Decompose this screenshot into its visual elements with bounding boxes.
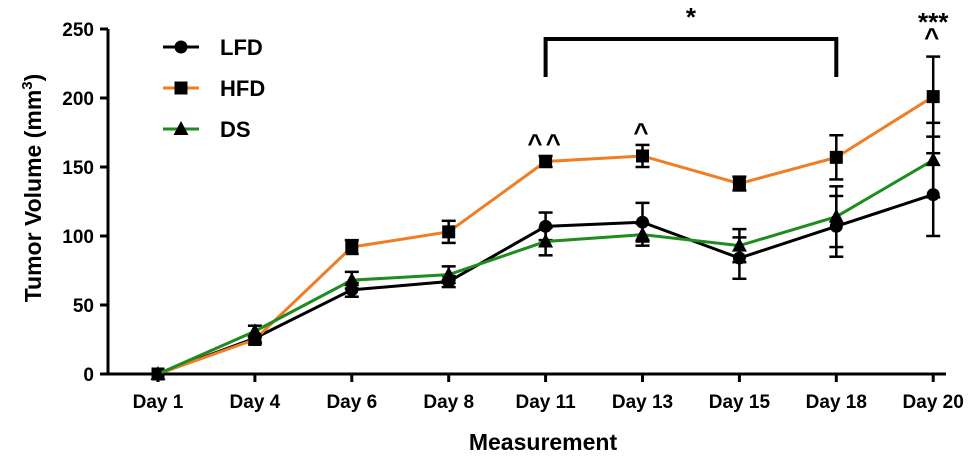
y-axis-title-close: ) xyxy=(20,74,46,82)
legend-item-lfd: LFD xyxy=(163,35,263,60)
y-tick-label: 250 xyxy=(62,20,94,41)
significance-bracket xyxy=(543,37,839,77)
legend-label: LFD xyxy=(220,35,263,60)
legend-marker xyxy=(174,81,188,95)
x-tick-label: Day 8 xyxy=(423,392,474,413)
y-axis-title-main: Tumor Volume (mm xyxy=(20,90,46,303)
legend: LFD HFD DS xyxy=(163,35,265,142)
x-tick-label: Day 1 xyxy=(133,392,184,413)
data-point xyxy=(636,149,649,163)
series-line xyxy=(157,158,934,376)
data-point xyxy=(344,272,360,287)
annotations: ^^ ^^**** xyxy=(527,2,949,158)
data-point xyxy=(345,240,359,254)
x-tick-label: Day 20 xyxy=(903,392,964,413)
legend-label: DS xyxy=(220,117,251,142)
series-layer xyxy=(150,55,941,381)
data-point xyxy=(732,177,746,191)
data-point xyxy=(636,215,649,229)
x-tick-label: Day 6 xyxy=(326,392,377,413)
y-axis-title: Tumor Volume (mm3) xyxy=(19,74,46,303)
legend-marker xyxy=(174,40,188,54)
data-point xyxy=(828,208,844,223)
y-tick-label: 200 xyxy=(62,89,94,110)
bracket-label: * xyxy=(686,2,697,32)
legend-item-ds: DS xyxy=(163,117,251,142)
legend-label: HFD xyxy=(220,76,265,101)
data-point xyxy=(539,219,553,233)
series-lfd xyxy=(151,151,941,381)
axis-ticks: 0 50 100 150 200 250 Day 1 Day 4 Day 6 Day 8 Day 1… xyxy=(62,20,964,413)
data-point xyxy=(441,266,457,281)
data-point xyxy=(925,152,941,167)
caret-annotation: ^^ xyxy=(527,128,563,158)
x-tick-label: Day 11 xyxy=(515,392,576,413)
y-tick-label: 0 xyxy=(83,365,94,386)
data-point xyxy=(345,283,359,297)
data-point xyxy=(539,154,553,168)
x-tick-label: Day 18 xyxy=(806,392,867,413)
caret-annotation: ^ xyxy=(924,22,942,52)
x-tick-label: Day 15 xyxy=(709,392,771,413)
y-tick-label: 50 xyxy=(73,296,94,317)
y-tick-label: 150 xyxy=(62,158,94,179)
significance-stars: *** xyxy=(918,7,949,37)
data-point xyxy=(731,237,747,252)
legend-marker xyxy=(173,121,189,135)
series-ds xyxy=(150,121,941,380)
data-point xyxy=(926,90,940,104)
data-point xyxy=(538,233,554,248)
data-point xyxy=(442,225,456,239)
legend-item-hfd: HFD xyxy=(163,76,265,101)
data-point xyxy=(150,366,166,380)
data-point xyxy=(635,226,650,241)
caret-annotation: ^ xyxy=(633,117,651,147)
x-tick-label: Day 13 xyxy=(612,392,673,413)
data-point xyxy=(829,150,843,164)
y-tick-label: 100 xyxy=(62,227,94,248)
axes xyxy=(106,29,946,376)
data-point xyxy=(247,323,263,338)
x-tick-label: Day 4 xyxy=(230,392,281,413)
x-axis-title: Measurement xyxy=(469,429,618,455)
y-axis-title-superscript: 3 xyxy=(19,81,36,89)
